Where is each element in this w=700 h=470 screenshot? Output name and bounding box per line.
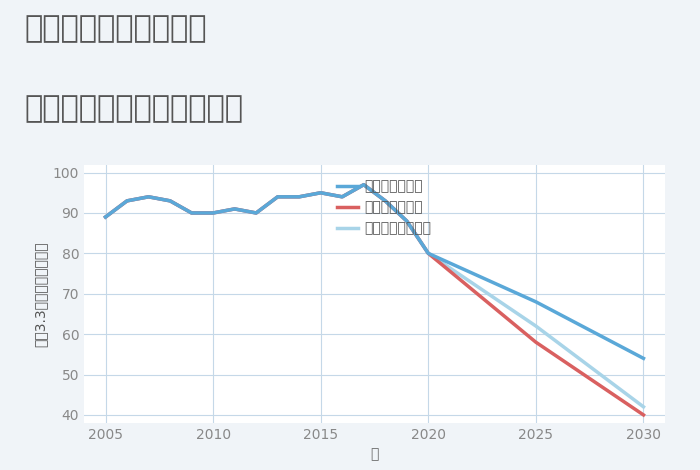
- グッドシナリオ: [274, 194, 282, 200]
- バッドシナリオ: [230, 206, 239, 212]
- グッドシナリオ: [144, 194, 153, 200]
- バッドシナリオ: [209, 210, 217, 216]
- バッドシナリオ: [144, 194, 153, 200]
- ノーマルシナリオ: [402, 218, 411, 224]
- ノーマルシナリオ: [532, 323, 540, 329]
- ノーマルシナリオ: [360, 182, 368, 188]
- バッドシナリオ: [639, 412, 648, 418]
- グッドシナリオ: [424, 251, 433, 256]
- ノーマルシナリオ: [166, 198, 174, 204]
- バッドシナリオ: [360, 182, 368, 188]
- バッドシナリオ: [122, 198, 131, 204]
- Line: グッドシナリオ: グッドシナリオ: [106, 185, 643, 358]
- バッドシナリオ: [532, 339, 540, 345]
- グッドシナリオ: [209, 210, 217, 216]
- バッドシナリオ: [402, 218, 411, 224]
- グッドシナリオ: [230, 206, 239, 212]
- バッドシナリオ: [252, 210, 260, 216]
- ノーマルシナリオ: [274, 194, 282, 200]
- グッドシナリオ: [166, 198, 174, 204]
- Text: 中古マンションの価格推移: 中古マンションの価格推移: [25, 94, 244, 123]
- ノーマルシナリオ: [381, 198, 389, 204]
- バッドシナリオ: [102, 214, 110, 220]
- バッドシナリオ: [381, 198, 389, 204]
- ノーマルシナリオ: [122, 198, 131, 204]
- グッドシナリオ: [532, 299, 540, 305]
- ノーマルシナリオ: [102, 214, 110, 220]
- ノーマルシナリオ: [424, 251, 433, 256]
- バッドシナリオ: [166, 198, 174, 204]
- グッドシナリオ: [402, 218, 411, 224]
- グッドシナリオ: [188, 210, 196, 216]
- バッドシナリオ: [424, 251, 433, 256]
- グッドシナリオ: [252, 210, 260, 216]
- グッドシナリオ: [360, 182, 368, 188]
- バッドシナリオ: [316, 190, 325, 196]
- ノーマルシナリオ: [209, 210, 217, 216]
- ノーマルシナリオ: [252, 210, 260, 216]
- バッドシナリオ: [274, 194, 282, 200]
- グッドシナリオ: [295, 194, 303, 200]
- グッドシナリオ: [122, 198, 131, 204]
- ノーマルシナリオ: [639, 404, 648, 410]
- グッドシナリオ: [102, 214, 110, 220]
- グッドシナリオ: [639, 355, 648, 361]
- バッドシナリオ: [188, 210, 196, 216]
- ノーマルシナリオ: [188, 210, 196, 216]
- グッドシナリオ: [381, 198, 389, 204]
- ノーマルシナリオ: [295, 194, 303, 200]
- グッドシナリオ: [338, 194, 346, 200]
- ノーマルシナリオ: [144, 194, 153, 200]
- Line: ノーマルシナリオ: ノーマルシナリオ: [106, 185, 643, 407]
- Y-axis label: 坪（3.3㎡）単価（万円）: 坪（3.3㎡）単価（万円）: [33, 241, 47, 346]
- バッドシナリオ: [338, 194, 346, 200]
- Text: 三重県松阪市阪内町の: 三重県松阪市阪内町の: [25, 14, 207, 43]
- バッドシナリオ: [295, 194, 303, 200]
- Legend: グッドシナリオ, バッドシナリオ, ノーマルシナリオ: グッドシナリオ, バッドシナリオ, ノーマルシナリオ: [331, 174, 438, 241]
- ノーマルシナリオ: [338, 194, 346, 200]
- ノーマルシナリオ: [230, 206, 239, 212]
- ノーマルシナリオ: [316, 190, 325, 196]
- X-axis label: 年: 年: [370, 447, 379, 462]
- グッドシナリオ: [316, 190, 325, 196]
- Line: バッドシナリオ: バッドシナリオ: [106, 185, 643, 415]
